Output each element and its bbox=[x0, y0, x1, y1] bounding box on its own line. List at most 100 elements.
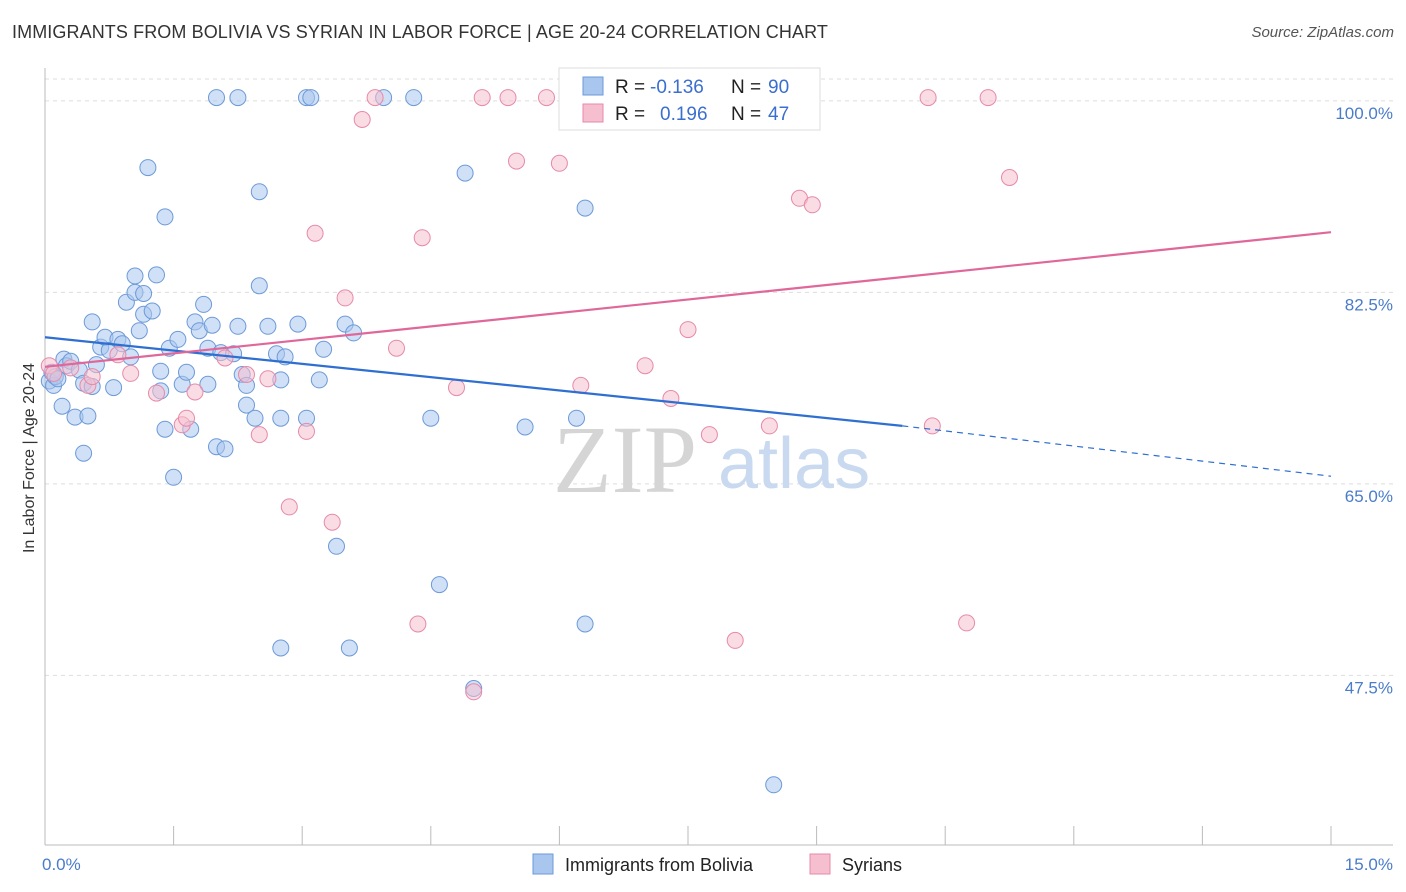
watermark-atlas: atlas bbox=[718, 424, 870, 504]
chart-source: Source: ZipAtlas.com bbox=[1251, 24, 1394, 41]
legend-n-value-pink: 47 bbox=[768, 104, 789, 125]
x-tick-label-max: 15.0% bbox=[1345, 855, 1393, 874]
series-syrians-points bbox=[40, 89, 1018, 701]
series-legend-swatch-bolivia bbox=[532, 853, 554, 875]
syrians-point bbox=[448, 379, 465, 397]
syrians-point bbox=[216, 349, 234, 367]
bolivia-point bbox=[139, 159, 157, 177]
syrians-point bbox=[366, 89, 384, 107]
bolivia-point bbox=[340, 639, 358, 657]
bolivia-trend-line bbox=[44, 336, 903, 427]
bolivia-point bbox=[53, 397, 71, 415]
legend-r-label-pink: R = bbox=[615, 104, 645, 125]
y-tick-labels: 47.5% 65.0% 82.5% 100.0% bbox=[1335, 104, 1393, 698]
syrians-point bbox=[1001, 169, 1018, 186]
y-tick-label: 65.0% bbox=[1345, 487, 1393, 506]
bolivia-point bbox=[143, 302, 161, 320]
bolivia-point bbox=[422, 409, 440, 427]
chart-title: IMMIGRANTS FROM BOLIVIA VS SYRIAN IN LAB… bbox=[12, 22, 828, 42]
legend-swatch-pink bbox=[582, 103, 604, 123]
stats-legend: R = -0.136 N = 90 R = 0.196 N = 47 bbox=[558, 67, 821, 131]
trend-lines bbox=[44, 231, 1332, 477]
syrians-point bbox=[323, 513, 341, 531]
syrians-point bbox=[306, 224, 324, 242]
syrians-point bbox=[979, 89, 997, 107]
bolivia-point bbox=[208, 89, 225, 107]
bolivia-point bbox=[259, 317, 277, 335]
bolivia-point bbox=[289, 315, 307, 333]
bolivia-point bbox=[216, 440, 234, 458]
legend-r-value-blue: -0.136 bbox=[650, 77, 704, 98]
syrians-point bbox=[62, 359, 80, 377]
syrians-point bbox=[803, 196, 821, 214]
bolivia-point bbox=[126, 267, 144, 285]
legend-n-label-pink: N = bbox=[731, 104, 761, 125]
bolivia-point bbox=[576, 615, 594, 633]
bolivia-point bbox=[195, 295, 213, 313]
bolivia-point bbox=[135, 285, 153, 302]
syrians-trend-line bbox=[44, 231, 1332, 368]
bolivia-point bbox=[238, 396, 255, 414]
syrians-point bbox=[409, 615, 427, 633]
syrians-point bbox=[148, 384, 165, 402]
bolivia-point bbox=[130, 322, 148, 340]
axes bbox=[44, 68, 1393, 846]
syrians-point bbox=[280, 498, 298, 516]
bolivia-point bbox=[75, 444, 93, 462]
bolivia-point bbox=[315, 340, 333, 358]
syrians-point bbox=[499, 89, 517, 107]
bolivia-point bbox=[302, 89, 320, 107]
legend-r-label-blue: R = bbox=[615, 77, 645, 98]
syrians-point bbox=[45, 364, 63, 382]
bolivia-point bbox=[328, 537, 345, 555]
bolivia-point bbox=[310, 371, 328, 389]
syrians-point bbox=[550, 154, 568, 172]
legend-swatch-blue bbox=[582, 76, 604, 96]
syrians-point bbox=[958, 614, 976, 632]
bolivia-point bbox=[568, 409, 585, 427]
bolivia-point bbox=[148, 266, 165, 284]
syrians-point bbox=[473, 89, 491, 107]
syrians-point bbox=[388, 339, 405, 357]
syrians-point bbox=[122, 364, 140, 382]
series-legend: Immigrants from Bolivia Syrians bbox=[532, 853, 902, 875]
syrians-point bbox=[83, 368, 101, 386]
bolivia-point bbox=[765, 776, 783, 794]
syrians-point bbox=[538, 89, 555, 107]
series-legend-label-bolivia: Immigrants from Bolivia bbox=[565, 855, 754, 875]
syrians-point bbox=[700, 426, 718, 444]
bolivia-point bbox=[199, 375, 217, 393]
bolivia-point bbox=[250, 277, 268, 295]
legend-n-label-blue: N = bbox=[731, 77, 761, 98]
bolivia-point bbox=[576, 199, 594, 217]
syrians-point bbox=[465, 683, 483, 701]
syrians-point bbox=[259, 370, 277, 388]
bolivia-point bbox=[272, 639, 290, 657]
x-tick-label-min: 0.0% bbox=[42, 855, 81, 874]
syrians-point bbox=[353, 111, 371, 128]
bolivia-point bbox=[156, 420, 174, 438]
bolivia-point bbox=[229, 89, 247, 107]
syrians-point bbox=[636, 357, 654, 375]
bolivia-point bbox=[178, 363, 195, 381]
syrians-point bbox=[178, 409, 195, 427]
syrians-point bbox=[923, 417, 941, 435]
bolivia-point bbox=[456, 164, 474, 182]
syrians-point bbox=[508, 152, 525, 170]
series-legend-label-syrians: Syrians bbox=[842, 855, 902, 875]
bolivia-point bbox=[272, 409, 290, 427]
series-legend-swatch-syrians bbox=[809, 853, 831, 875]
bolivia-trend-extension bbox=[902, 425, 1332, 477]
bolivia-point bbox=[169, 330, 187, 348]
bolivia-point bbox=[246, 409, 264, 427]
legend-r-value-pink: 0.196 bbox=[660, 104, 708, 125]
syrians-point bbox=[298, 422, 315, 440]
y-tick-label: 82.5% bbox=[1345, 295, 1393, 314]
bolivia-point bbox=[156, 208, 174, 226]
bolivia-point bbox=[405, 89, 423, 107]
syrians-point bbox=[413, 229, 431, 247]
syrians-point bbox=[726, 631, 744, 649]
bolivia-point bbox=[105, 379, 123, 397]
syrians-point bbox=[250, 426, 268, 444]
